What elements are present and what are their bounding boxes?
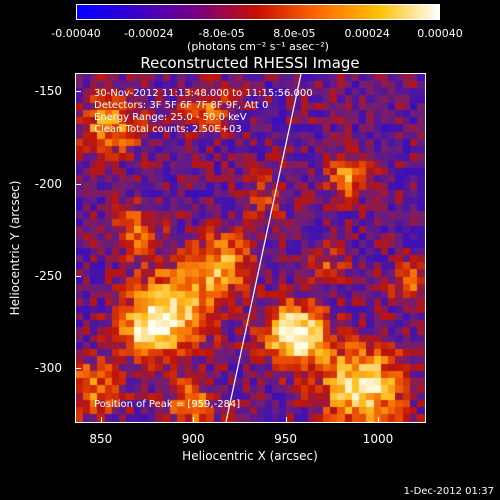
- x-axis-label: Heliocentric X (arcsec): [182, 449, 318, 463]
- y-tick-mark: [75, 91, 81, 93]
- y-tick-label: -150: [34, 84, 62, 99]
- colorbar-tick-label: -0.00040: [51, 27, 101, 40]
- x-tick-mark: [100, 417, 102, 423]
- x-tick-mark: [285, 417, 287, 423]
- x-tick-label: 950: [274, 432, 298, 446]
- plot-title: Reconstructed RHESSI Image: [140, 54, 360, 72]
- datestamp: 1-Dec-2012 01:37: [403, 486, 494, 497]
- x-tick-label: 1000: [362, 432, 394, 446]
- colorbar-tick-label: -8.0e-05: [198, 27, 245, 40]
- annotation-counts: Clean Total counts: 2.50E+03: [94, 124, 242, 135]
- y-tick-mark: [75, 275, 81, 277]
- peak-position-label: Position of Peak = [959,-284]: [94, 399, 241, 410]
- colorbar-tick-label: -0.00024: [124, 27, 174, 40]
- y-tick-mark: [75, 183, 81, 185]
- y-axis-label: Heliocentric Y (arcsec): [8, 180, 22, 316]
- annotation-detectors: Detectors: 3F 5F 6F 7F 8F 9F, Att 0: [94, 100, 269, 111]
- x-tick-label: 900: [181, 432, 205, 446]
- x-tick-label: 850: [89, 432, 113, 446]
- annotation-energy: Energy Range: 25.0 - 50.0 keV: [94, 112, 247, 123]
- solar-limb-line: [225, 74, 302, 422]
- x-tick-mark: [377, 417, 379, 423]
- colorbar-tick-label: 0.00040: [417, 27, 463, 40]
- colorbar-units: (photons cm⁻² s⁻¹ asec⁻²): [187, 40, 329, 53]
- colorbar: [76, 4, 440, 20]
- y-tick-label: -200: [34, 176, 62, 191]
- rhessi-heatmap: [76, 74, 425, 422]
- y-tick-label: -300: [34, 360, 62, 375]
- y-tick-mark: [75, 367, 81, 369]
- x-tick-mark: [193, 417, 195, 423]
- colorbar-tick-label: 0.00024: [344, 27, 390, 40]
- colorbar-tick-label: 8.0e-05: [273, 27, 316, 40]
- y-tick-label: -250: [34, 268, 62, 283]
- annotation-time: 30-Nov-2012 11:13:48.000 to 11:15:56.000: [94, 88, 313, 99]
- image-plot: 30-Nov-2012 11:13:48.000 to 11:15:56.000…: [75, 73, 426, 423]
